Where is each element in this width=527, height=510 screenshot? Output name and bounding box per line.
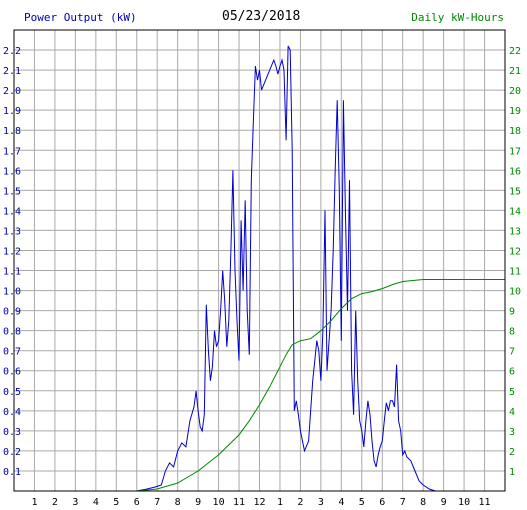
daily-kwh-line xyxy=(136,279,505,492)
left-tick-label: 0.4 xyxy=(3,407,21,418)
plot-frame xyxy=(13,29,506,492)
x-tick-label: 3 xyxy=(72,497,78,508)
left-axis-title: Power Output (kW) xyxy=(24,11,137,24)
right-tick-label: 10 xyxy=(509,287,521,298)
right-tick-label: 13 xyxy=(509,226,521,237)
x-tick-label: 4 xyxy=(93,497,99,508)
left-tick-label: 2.2 xyxy=(3,46,21,57)
left-tick-label: 0.3 xyxy=(3,427,21,438)
power-output-line xyxy=(136,45,436,492)
x-tick-label: 10 xyxy=(458,497,470,508)
x-tick-label: 7 xyxy=(154,497,160,508)
x-tick-label: 5 xyxy=(113,497,119,508)
x-tick-label: 3 xyxy=(318,497,324,508)
x-tick-label: 10 xyxy=(213,497,225,508)
left-tick-label: 2.1 xyxy=(3,66,21,77)
left-tick-label: 2.0 xyxy=(3,86,21,97)
left-tick-label: 1.8 xyxy=(3,126,21,137)
x-tick-label: 5 xyxy=(359,497,365,508)
right-tick-label: 2 xyxy=(509,447,515,458)
right-tick-label: 18 xyxy=(509,126,521,137)
x-tick-label: 2 xyxy=(297,497,303,508)
right-tick-label: 9 xyxy=(509,307,515,318)
left-tick-label: 1.6 xyxy=(3,166,21,177)
left-tick-label: 0.2 xyxy=(3,447,21,458)
x-tick-label: 9 xyxy=(195,497,201,508)
right-tick-label: 12 xyxy=(509,246,521,257)
x-tick-label: 1 xyxy=(277,497,283,508)
left-tick-label: 0.1 xyxy=(3,467,21,478)
x-tick-label: 1 xyxy=(31,497,37,508)
left-tick-label: 0.8 xyxy=(3,327,21,338)
chart-date: 05/23/2018 xyxy=(222,9,301,24)
left-tick-label: 0.5 xyxy=(3,387,21,398)
right-tick-label: 22 xyxy=(509,46,521,57)
left-tick-label: 1.2 xyxy=(3,246,21,257)
right-tick-label: 4 xyxy=(509,407,515,418)
right-tick-label: 14 xyxy=(509,206,521,217)
left-tick-label: 1.4 xyxy=(3,206,21,217)
x-tick-label: 8 xyxy=(420,497,426,508)
right-tick-label: 8 xyxy=(509,327,515,338)
right-tick-label: 21 xyxy=(509,66,521,77)
x-tick-label: 6 xyxy=(379,497,385,508)
left-tick-label: 1.1 xyxy=(3,267,21,278)
right-tick-label: 7 xyxy=(509,347,515,358)
right-axis-title: Daily kW-Hours xyxy=(411,11,504,24)
left-tick-label: 0.6 xyxy=(3,367,21,378)
left-tick-label: 1.0 xyxy=(3,287,21,298)
series-lines xyxy=(136,45,505,492)
right-tick-label: 3 xyxy=(509,427,515,438)
x-tick-label: 9 xyxy=(441,497,447,508)
right-tick-label: 1 xyxy=(509,467,515,478)
right-tick-label: 5 xyxy=(509,387,515,398)
left-tick-label: 0.7 xyxy=(3,347,21,358)
x-tick-label: 8 xyxy=(175,497,181,508)
left-axis-ticks: 0.1 0.2 0.3 0.4 0.5 0.6 0.7 0.8 0.9 1.0 1.1 1.2 1.3 1… xyxy=(3,46,21,478)
x-tick-label: 6 xyxy=(134,497,140,508)
x-tick-label: 12 xyxy=(253,497,265,508)
x-tick-label: 11 xyxy=(233,497,245,508)
right-tick-label: 15 xyxy=(509,186,521,197)
left-tick-label: 1.3 xyxy=(3,226,21,237)
right-tick-label: 20 xyxy=(509,86,521,97)
x-tick-label: 2 xyxy=(52,497,58,508)
right-tick-label: 16 xyxy=(509,166,521,177)
left-tick-label: 1.7 xyxy=(3,146,21,157)
x-axis-ticks: 1 2 3 4 5 6 7 8 9 10 11 12 1 2 3 4 5 6 7 8 9 10 11 xyxy=(31,497,490,508)
left-tick-label: 1.9 xyxy=(3,106,21,117)
x-tick-label: 4 xyxy=(338,497,344,508)
right-tick-label: 19 xyxy=(509,106,521,117)
right-tick-label: 17 xyxy=(509,146,521,157)
x-tick-label: 11 xyxy=(479,497,491,508)
right-tick-label: 6 xyxy=(509,367,515,378)
right-tick-label: 11 xyxy=(509,267,521,278)
left-tick-label: 1.5 xyxy=(3,186,21,197)
left-tick-label: 0.9 xyxy=(3,307,21,318)
grid-lines xyxy=(14,30,505,491)
x-tick-label: 7 xyxy=(400,497,406,508)
